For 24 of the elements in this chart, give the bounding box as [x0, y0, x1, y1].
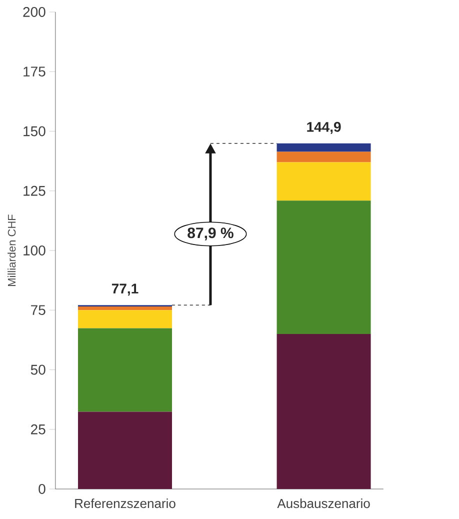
total-label: 77,1: [112, 284, 138, 296]
y-tick-label: 0: [38, 484, 46, 494]
bar: [276, 200, 371, 334]
bar: [78, 306, 172, 310]
y-tick-label: 175: [24, 66, 46, 77]
y-tick-label: 200: [23, 7, 46, 17]
bar: [78, 328, 172, 412]
y-axis-title: Milliarden CHF: [8, 214, 16, 286]
bar: [78, 412, 172, 489]
y-tick-label: 25: [31, 424, 46, 434]
y-tick-label: 100: [24, 246, 46, 256]
annotation: 87,9 %: [188, 228, 234, 240]
y-tick-label: 150: [24, 126, 46, 136]
bar: [78, 310, 172, 328]
x-tick-label: Referenzszenario: [75, 498, 176, 508]
bar: [276, 143, 371, 152]
bar: [276, 334, 371, 489]
y-tick-label: 50: [30, 364, 46, 375]
total-label: 144,9: [307, 122, 341, 134]
bar: [276, 162, 371, 201]
y-tick-label: 125: [24, 186, 46, 196]
bar: [276, 152, 371, 162]
x-tick-label: Ausbauszenario: [277, 498, 370, 508]
y-tick-label: 75: [31, 305, 46, 316]
